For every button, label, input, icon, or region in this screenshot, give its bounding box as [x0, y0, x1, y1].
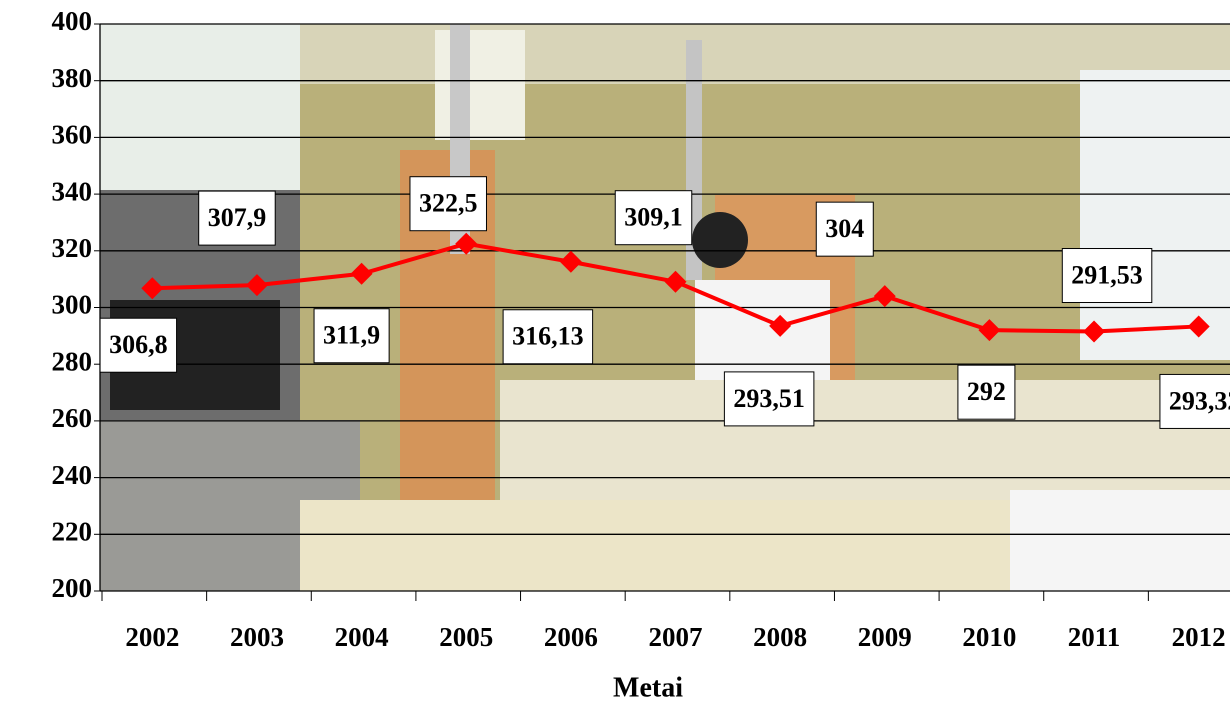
value-label-box: 292 — [958, 365, 1015, 419]
x-tick-label: 2010 — [962, 622, 1016, 652]
x-tick-label: 2004 — [335, 622, 389, 652]
x-tick-label: 2011 — [1068, 622, 1121, 652]
value-label-box: 316,13 — [503, 310, 593, 364]
value-label-box: 311,9 — [314, 309, 389, 363]
value-label-box: 322,5 — [410, 177, 487, 231]
value-label: 291,53 — [1071, 260, 1143, 289]
value-label-box: 307,9 — [199, 191, 276, 245]
value-label: 306,8 — [109, 330, 168, 359]
value-label-box: 293,32 — [1160, 374, 1230, 428]
value-label: 316,13 — [512, 322, 584, 351]
page: Metai 200 220 240 260 280 300 320 340 360 380 400 2… — [0, 0, 1230, 725]
y-tick-label: 240 — [52, 460, 93, 490]
x-tick-label: 2007 — [649, 622, 703, 652]
y-tick-label: 260 — [52, 403, 93, 433]
y-tick-label: 360 — [52, 120, 93, 150]
y-tick-label: 300 — [52, 290, 93, 320]
value-label-box: 309,1 — [615, 191, 692, 245]
y-tick-label: 400 — [52, 6, 93, 36]
x-tick-label: 2008 — [753, 622, 807, 652]
value-label: 309,1 — [624, 203, 683, 232]
y-tick-label: 340 — [52, 176, 93, 206]
value-label: 293,32 — [1169, 386, 1230, 415]
y-tick-label: 220 — [52, 517, 93, 547]
value-label: 322,5 — [419, 189, 478, 218]
x-tick-label: 2002 — [125, 622, 179, 652]
x-tick-label: 2012 — [1172, 622, 1226, 652]
x-tick-label: 2003 — [230, 622, 284, 652]
chart: Metai 200 220 240 260 280 300 320 340 360 380 400 2… — [0, 0, 1230, 725]
y-tick-label: 320 — [52, 233, 93, 263]
x-tick-label: 2006 — [544, 622, 598, 652]
x-tick-label: 2009 — [858, 622, 912, 652]
y-tick-label: 280 — [52, 346, 93, 376]
value-label: 292 — [967, 377, 1006, 406]
y-tick-label: 200 — [52, 573, 93, 603]
value-label: 311,9 — [323, 321, 380, 350]
value-label: 293,51 — [733, 384, 805, 413]
value-label-box: 291,53 — [1062, 249, 1152, 303]
value-label: 307,9 — [208, 203, 267, 232]
x-axis-label: Metai — [613, 672, 683, 703]
value-label: 304 — [825, 214, 864, 243]
value-label-box: 306,8 — [100, 318, 177, 372]
y-tick-label: 380 — [52, 63, 93, 93]
value-label-box: 304 — [816, 202, 873, 256]
x-tick-label: 2005 — [439, 622, 493, 652]
value-label-box: 293,51 — [724, 372, 814, 426]
